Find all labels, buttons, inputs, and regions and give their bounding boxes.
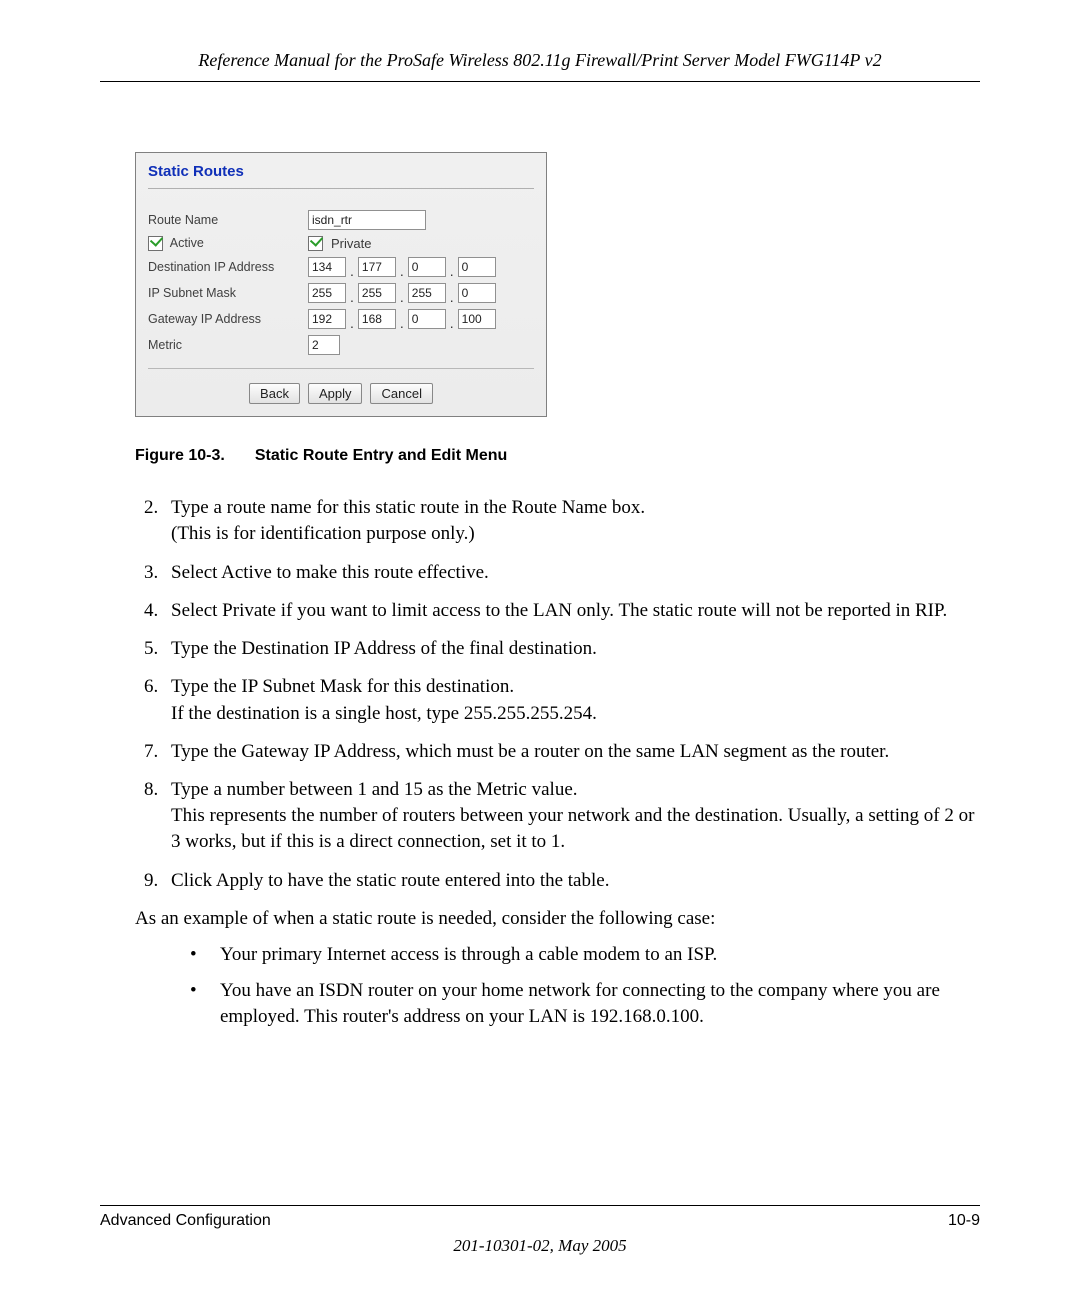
- gateway-label: Gateway IP Address: [148, 312, 308, 326]
- bullet-2: You have an ISDN router on your home net…: [190, 978, 980, 1030]
- divider: [148, 368, 534, 369]
- step-text: (This is for identification purpose only…: [171, 523, 475, 544]
- step-4: Select Private if you want to limit acce…: [163, 598, 980, 624]
- step-8: Type a number between 1 and 15 as the Me…: [163, 777, 980, 856]
- back-button[interactable]: Back: [249, 383, 300, 404]
- metric-input[interactable]: 2: [308, 335, 340, 355]
- step-text: Type a number between 1 and 15 as the Me…: [171, 779, 578, 800]
- example-intro: As an example of when a static route is …: [135, 906, 980, 932]
- route-name-input[interactable]: isdn_rtr: [308, 210, 426, 230]
- step-text: If the destination is a single host, typ…: [171, 703, 597, 724]
- steps-list: Type a route name for this static route …: [135, 495, 980, 894]
- example-bullets: Your primary Internet access is through …: [190, 942, 980, 1031]
- private-label: Private: [331, 236, 371, 251]
- dest-ip-octet-2[interactable]: 177: [358, 257, 396, 277]
- subnet-octet-1[interactable]: 255: [308, 283, 346, 303]
- subnet-octet-2[interactable]: 255: [358, 283, 396, 303]
- step-7: Type the Gateway IP Address, which must …: [163, 739, 980, 765]
- gateway-octet-2[interactable]: 168: [358, 309, 396, 329]
- apply-button[interactable]: Apply: [308, 383, 363, 404]
- static-routes-panel: Static Routes Route Name isdn_rtr Active…: [135, 152, 547, 417]
- footer-page-number: 10-9: [948, 1212, 980, 1230]
- step-2: Type a route name for this static route …: [163, 495, 980, 547]
- divider: [148, 188, 534, 189]
- figure-caption: Figure 10-3. Static Route Entry and Edit …: [135, 447, 980, 465]
- step-3: Select Active to make this route effecti…: [163, 560, 980, 586]
- step-5: Type the Destination IP Address of the f…: [163, 636, 980, 662]
- step-text: Type a route name for this static route …: [171, 497, 645, 518]
- active-label: Active: [170, 236, 204, 250]
- step-text: Type the IP Subnet Mask for this destina…: [171, 676, 514, 697]
- gateway-octet-1[interactable]: 192: [308, 309, 346, 329]
- panel-title: Static Routes: [136, 153, 546, 184]
- dest-ip-label: Destination IP Address: [148, 260, 308, 274]
- subnet-octet-3[interactable]: 255: [408, 283, 446, 303]
- cancel-button[interactable]: Cancel: [370, 383, 432, 404]
- private-checkbox[interactable]: [308, 236, 323, 251]
- dest-ip-octet-3[interactable]: 0: [408, 257, 446, 277]
- subnet-octet-4[interactable]: 0: [458, 283, 496, 303]
- footer-doc-id: 201-10301-02, May 2005: [100, 1236, 980, 1256]
- step-6: Type the IP Subnet Mask for this destina…: [163, 674, 980, 726]
- dest-ip-octet-4[interactable]: 0: [458, 257, 496, 277]
- footer-section: Advanced Configuration: [100, 1212, 271, 1230]
- bullet-1: Your primary Internet access is through …: [190, 942, 980, 968]
- active-checkbox[interactable]: [148, 236, 163, 251]
- figure-caption-prefix: Figure 10-3.: [135, 447, 225, 464]
- step-text: This represents the number of routers be…: [171, 805, 974, 852]
- dest-ip-octet-1[interactable]: 134: [308, 257, 346, 277]
- subnet-label: IP Subnet Mask: [148, 286, 308, 300]
- gateway-octet-3[interactable]: 0: [408, 309, 446, 329]
- step-9: Click Apply to have the static route ent…: [163, 868, 980, 894]
- route-name-label: Route Name: [148, 213, 308, 227]
- figure-caption-text: Static Route Entry and Edit Menu: [255, 447, 507, 464]
- page-header: Reference Manual for the ProSafe Wireles…: [100, 50, 980, 82]
- metric-label: Metric: [148, 338, 308, 352]
- gateway-octet-4[interactable]: 100: [458, 309, 496, 329]
- page-footer: Advanced Configuration 10-9 201-10301-02…: [100, 1205, 980, 1256]
